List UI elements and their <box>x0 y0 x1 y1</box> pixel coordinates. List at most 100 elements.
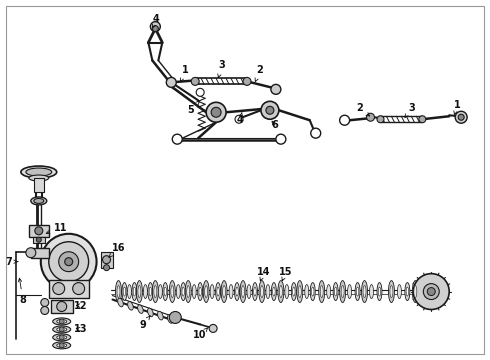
Ellipse shape <box>157 311 163 320</box>
Ellipse shape <box>53 342 71 349</box>
Circle shape <box>211 107 221 117</box>
Circle shape <box>243 77 251 85</box>
Circle shape <box>102 256 111 264</box>
Ellipse shape <box>169 280 175 302</box>
Bar <box>31 248 49 258</box>
Bar <box>29 225 49 237</box>
Circle shape <box>261 101 279 119</box>
Circle shape <box>377 116 384 123</box>
Circle shape <box>150 22 160 32</box>
Ellipse shape <box>171 285 174 298</box>
Ellipse shape <box>235 283 240 301</box>
Ellipse shape <box>163 283 168 301</box>
Ellipse shape <box>149 287 151 296</box>
Ellipse shape <box>185 280 191 302</box>
Ellipse shape <box>128 302 133 310</box>
Bar <box>51 300 73 314</box>
Ellipse shape <box>116 280 122 302</box>
Ellipse shape <box>318 280 325 302</box>
Circle shape <box>340 115 349 125</box>
Text: 1: 1 <box>180 66 189 81</box>
Circle shape <box>367 113 374 121</box>
Ellipse shape <box>53 334 71 341</box>
Ellipse shape <box>144 285 147 298</box>
Ellipse shape <box>154 285 157 298</box>
Ellipse shape <box>123 287 126 296</box>
Ellipse shape <box>197 283 203 301</box>
Ellipse shape <box>279 285 282 298</box>
Ellipse shape <box>221 280 227 302</box>
Circle shape <box>276 134 286 144</box>
Ellipse shape <box>127 285 131 298</box>
Ellipse shape <box>369 285 373 298</box>
Ellipse shape <box>21 166 57 178</box>
Ellipse shape <box>413 280 418 302</box>
Ellipse shape <box>272 287 275 296</box>
Circle shape <box>235 115 243 123</box>
Ellipse shape <box>236 287 238 296</box>
Ellipse shape <box>229 285 233 298</box>
Ellipse shape <box>305 285 309 298</box>
Ellipse shape <box>132 283 137 301</box>
Circle shape <box>59 327 64 332</box>
Circle shape <box>196 88 204 96</box>
Ellipse shape <box>57 328 67 332</box>
Ellipse shape <box>31 197 47 205</box>
Circle shape <box>266 106 274 114</box>
Ellipse shape <box>298 285 301 298</box>
Ellipse shape <box>389 280 394 302</box>
Circle shape <box>49 242 89 282</box>
Ellipse shape <box>117 285 120 298</box>
Ellipse shape <box>53 318 71 325</box>
Ellipse shape <box>327 285 331 298</box>
Circle shape <box>414 274 449 310</box>
Ellipse shape <box>333 283 338 301</box>
Text: 4: 4 <box>237 112 244 125</box>
Circle shape <box>53 283 65 294</box>
Text: 1: 1 <box>454 100 461 114</box>
Ellipse shape <box>356 287 359 296</box>
Ellipse shape <box>118 298 123 307</box>
Ellipse shape <box>57 343 67 347</box>
Ellipse shape <box>158 285 162 298</box>
Ellipse shape <box>254 287 256 296</box>
Text: 16: 16 <box>109 243 125 257</box>
Circle shape <box>65 258 73 266</box>
Ellipse shape <box>340 280 345 302</box>
Ellipse shape <box>26 168 52 176</box>
Ellipse shape <box>261 285 264 298</box>
Circle shape <box>455 111 467 123</box>
Ellipse shape <box>205 285 208 298</box>
Circle shape <box>26 248 36 258</box>
Text: 13: 13 <box>74 324 87 334</box>
Text: 5: 5 <box>187 101 199 115</box>
Ellipse shape <box>133 287 136 296</box>
Text: 9: 9 <box>139 316 150 330</box>
Ellipse shape <box>405 283 410 301</box>
Text: 10: 10 <box>194 328 208 341</box>
Circle shape <box>41 298 49 306</box>
Ellipse shape <box>216 283 220 301</box>
Ellipse shape <box>406 287 409 296</box>
Ellipse shape <box>136 280 143 302</box>
Circle shape <box>103 265 110 271</box>
Ellipse shape <box>397 285 401 298</box>
Ellipse shape <box>334 287 337 296</box>
Ellipse shape <box>320 285 323 298</box>
Circle shape <box>458 114 464 120</box>
Circle shape <box>73 283 85 294</box>
Ellipse shape <box>252 283 257 301</box>
Circle shape <box>427 288 435 296</box>
Ellipse shape <box>53 326 71 333</box>
Ellipse shape <box>271 283 276 301</box>
Ellipse shape <box>341 285 344 298</box>
Text: 7: 7 <box>5 257 18 267</box>
Ellipse shape <box>57 336 67 339</box>
Circle shape <box>59 335 64 340</box>
Ellipse shape <box>293 287 295 296</box>
Ellipse shape <box>199 287 201 296</box>
Ellipse shape <box>377 283 382 301</box>
Text: 15: 15 <box>279 267 293 281</box>
Text: 12: 12 <box>74 301 87 311</box>
Text: 4: 4 <box>152 14 160 28</box>
